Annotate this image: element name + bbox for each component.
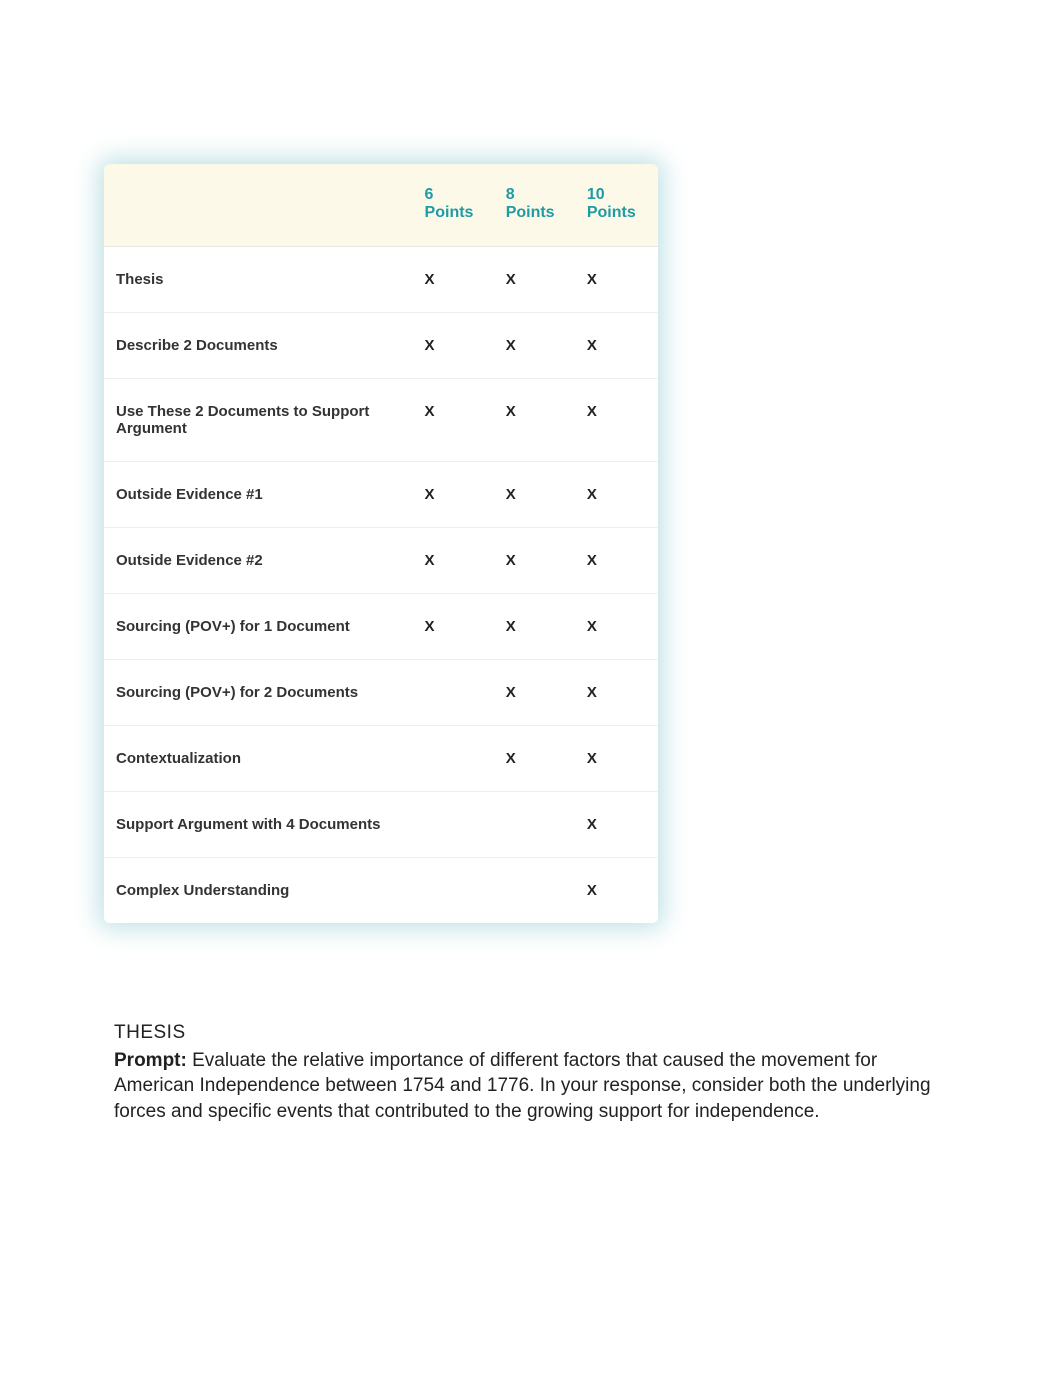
mark-cell (415, 792, 496, 858)
table-row: Support Argument with 4 Documents X (104, 792, 658, 858)
mark-cell: X (577, 726, 658, 792)
criteria-cell: Outside Evidence #1 (104, 462, 415, 528)
criteria-cell: Sourcing (POV+) for 2 Documents (104, 660, 415, 726)
mark-cell: X (577, 792, 658, 858)
criteria-cell: Sourcing (POV+) for 1 Document (104, 594, 415, 660)
table-row: Sourcing (POV+) for 2 Documents X X (104, 660, 658, 726)
mark-cell: X (577, 528, 658, 594)
table-row: Contextualization X X (104, 726, 658, 792)
table-header-row: 6 Points 8 Points 10 Points (104, 164, 658, 247)
mark-cell: X (496, 594, 577, 660)
rubric-table: 6 Points 8 Points 10 Points Thesis X X X… (104, 164, 658, 923)
mark-cell: X (415, 594, 496, 660)
criteria-cell: Use These 2 Documents to Support Argumen… (104, 379, 415, 462)
prompt-label: Prompt: (114, 1050, 187, 1071)
table-row: Complex Understanding X (104, 858, 658, 924)
mark-cell: X (496, 660, 577, 726)
criteria-header (104, 164, 415, 247)
mark-cell: X (415, 379, 496, 462)
points-header-10: 10 Points (577, 164, 658, 247)
prompt-section: THESIS Prompt: Evaluate the relative imp… (114, 1020, 946, 1125)
mark-cell: X (577, 660, 658, 726)
mark-cell: X (577, 247, 658, 313)
mark-cell (496, 858, 577, 924)
mark-cell (415, 726, 496, 792)
table-row: Sourcing (POV+) for 1 Document X X X (104, 594, 658, 660)
mark-cell: X (577, 594, 658, 660)
mark-cell: X (415, 247, 496, 313)
criteria-cell: Thesis (104, 247, 415, 313)
criteria-cell: Describe 2 Documents (104, 313, 415, 379)
mark-cell: X (496, 313, 577, 379)
rubric-body: Thesis X X X Describe 2 Documents X X X … (104, 247, 658, 924)
mark-cell: X (496, 462, 577, 528)
criteria-cell: Complex Understanding (104, 858, 415, 924)
criteria-cell: Contextualization (104, 726, 415, 792)
mark-cell: X (496, 726, 577, 792)
table-row: Use These 2 Documents to Support Argumen… (104, 379, 658, 462)
rubric-table-container: 6 Points 8 Points 10 Points Thesis X X X… (104, 164, 658, 923)
mark-cell: X (415, 462, 496, 528)
prompt-line: Prompt: Evaluate the relative importance… (114, 1050, 931, 1122)
points-header-6: 6 Points (415, 164, 496, 247)
criteria-cell: Outside Evidence #2 (104, 528, 415, 594)
mark-cell: X (415, 528, 496, 594)
mark-cell (415, 660, 496, 726)
mark-cell (496, 792, 577, 858)
table-row: Thesis X X X (104, 247, 658, 313)
mark-cell: X (577, 379, 658, 462)
section-label: THESIS (114, 1020, 946, 1046)
points-header-8: 8 Points (496, 164, 577, 247)
criteria-cell: Support Argument with 4 Documents (104, 792, 415, 858)
mark-cell: X (577, 462, 658, 528)
mark-cell: X (415, 313, 496, 379)
mark-cell: X (577, 858, 658, 924)
mark-cell: X (496, 528, 577, 594)
mark-cell (415, 858, 496, 924)
table-row: Outside Evidence #2 X X X (104, 528, 658, 594)
mark-cell: X (577, 313, 658, 379)
prompt-text: Evaluate the relative importance of diff… (114, 1050, 931, 1122)
table-row: Outside Evidence #1 X X X (104, 462, 658, 528)
mark-cell: X (496, 379, 577, 462)
table-row: Describe 2 Documents X X X (104, 313, 658, 379)
mark-cell: X (496, 247, 577, 313)
